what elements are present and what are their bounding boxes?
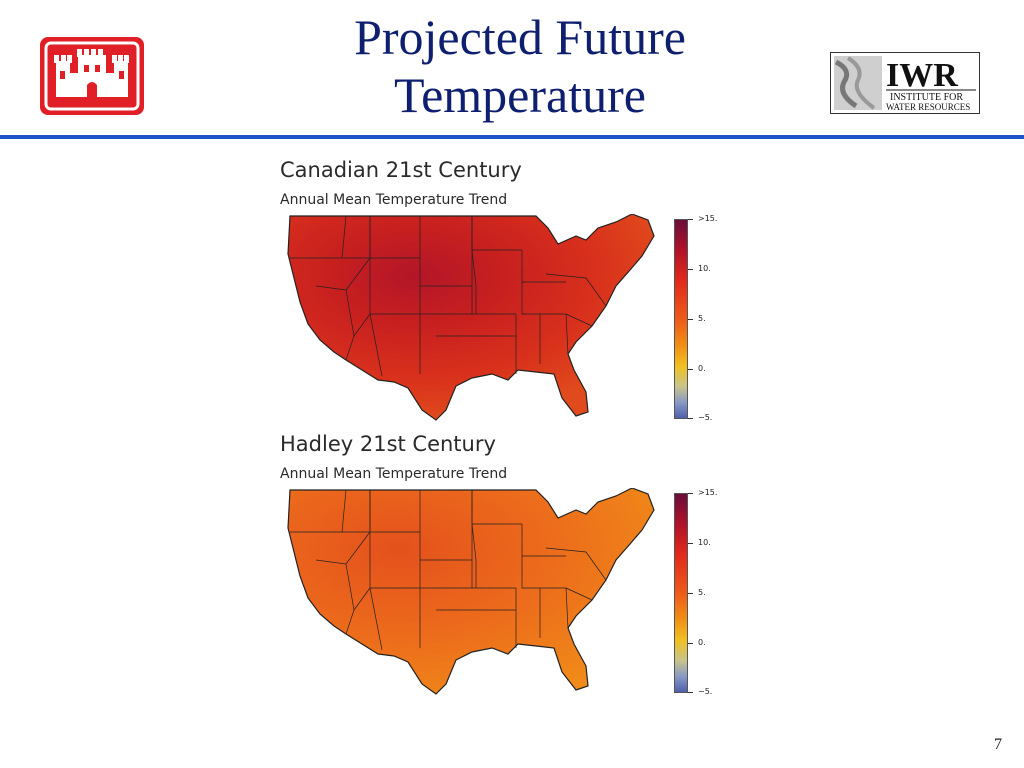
colorbar-tick: 0. bbox=[698, 364, 706, 373]
iwr-logo-subtext-1: INSTITUTE FOR bbox=[890, 92, 963, 103]
colorbar bbox=[674, 493, 688, 693]
slide-title-line2: Temperature bbox=[394, 67, 646, 123]
colorbar-tick: >15. bbox=[698, 214, 718, 223]
colorbar-tick: −5. bbox=[698, 413, 713, 422]
hadley-panel: Hadley 21st Century Annual Mean Temperat… bbox=[278, 432, 728, 697]
panel-title: Hadley 21st Century bbox=[280, 432, 496, 456]
slide-title: Projected Future Temperature bbox=[250, 8, 790, 124]
canadian-us-temperature-map bbox=[287, 214, 655, 421]
colorbar-tick: 0. bbox=[698, 638, 706, 647]
colorbar-tick: 5. bbox=[698, 588, 706, 597]
colorbar-tick: 10. bbox=[698, 264, 711, 273]
usace-castle-logo bbox=[38, 35, 146, 117]
header-divider bbox=[0, 135, 1024, 139]
colorbar-tick: 10. bbox=[698, 538, 711, 547]
slide-title-line1: Projected Future bbox=[354, 9, 686, 65]
colorbar-tick: >15. bbox=[698, 488, 718, 497]
colorbar-tick: −5. bbox=[698, 687, 713, 696]
page-number: 7 bbox=[994, 736, 1002, 753]
iwr-logo: IWR INSTITUTE FOR WATER RESOURCES bbox=[830, 52, 980, 114]
iwr-logo-text: IWR bbox=[886, 57, 958, 94]
panel-subtitle: Annual Mean Temperature Trend bbox=[280, 466, 508, 482]
panel-title: Canadian 21st Century bbox=[280, 158, 522, 182]
iwr-logo-subtext-2: WATER RESOURCES bbox=[886, 102, 970, 112]
panel-subtitle: Annual Mean Temperature Trend bbox=[280, 192, 508, 208]
castle-icon bbox=[40, 37, 144, 115]
colorbar bbox=[674, 219, 688, 419]
colorbar-tick: 5. bbox=[698, 314, 706, 323]
canadian-panel: Canadian 21st Century Annual Mean Temper… bbox=[278, 158, 728, 423]
hadley-us-temperature-map bbox=[287, 488, 655, 695]
